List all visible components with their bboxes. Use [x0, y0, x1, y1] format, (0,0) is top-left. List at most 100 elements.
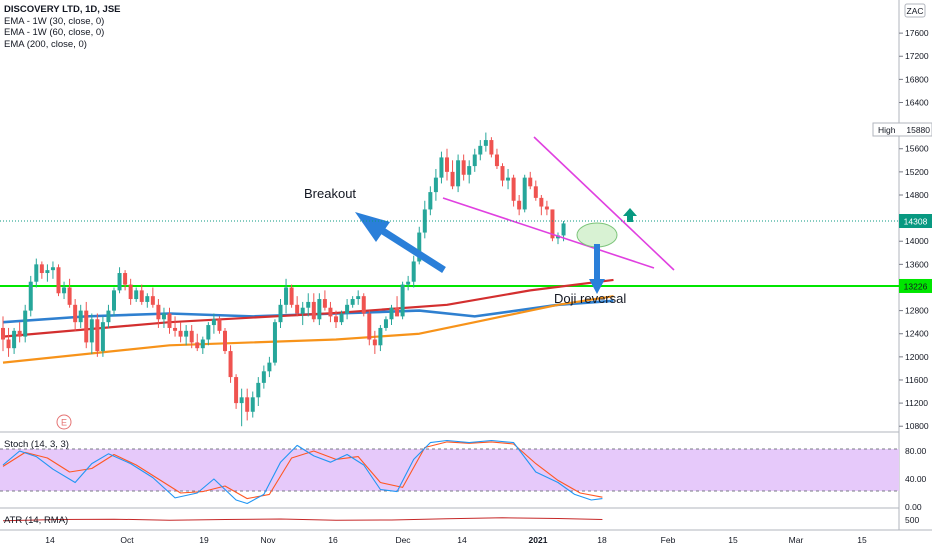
last-price-tag: 14308 — [0, 214, 932, 228]
candle-body — [28, 281, 33, 311]
price-tick-label: 16400 — [905, 97, 929, 107]
time-axis[interactable]: 14 Oct 19 Nov 16 Dec 14 2021 18 Feb 15 Mar 15 — [45, 535, 867, 545]
candle-body — [56, 267, 61, 294]
up-arrow-icon[interactable] — [623, 208, 637, 222]
candle-body — [522, 177, 527, 210]
time-tick-label: 16 — [328, 535, 338, 545]
candle-body — [150, 296, 155, 305]
ema-lines — [2, 278, 614, 364]
currency-label: ZAC — [907, 6, 924, 16]
price-tick-label: 13600 — [905, 259, 929, 269]
candle-body — [78, 310, 83, 323]
stoch-d-line — [2, 441, 603, 500]
candle-body — [50, 267, 55, 271]
doji-highlight[interactable] — [576, 222, 618, 248]
candle-body — [528, 177, 533, 187]
candle-body — [550, 209, 555, 239]
candle-body — [400, 284, 405, 317]
candle-body — [89, 319, 94, 343]
price-tick-label: 12400 — [905, 329, 929, 339]
price-axis[interactable]: 1760017200168001640016000156001520014800… — [899, 28, 929, 431]
chart-legend: DISCOVERY LTD, 1D, JSE EMA - 1W (30, clo… — [4, 4, 121, 50]
candle-body — [6, 339, 11, 349]
candle-body — [161, 313, 166, 320]
ema60-line — [2, 295, 614, 364]
price-tick-label: 14000 — [905, 236, 929, 246]
support-price-tag: 13226 — [899, 278, 932, 293]
candle-body — [17, 330, 22, 337]
candle-body — [389, 307, 394, 320]
price-tick-label: 10800 — [905, 421, 929, 431]
price-tick-label: 17600 — [905, 28, 929, 38]
candle-body — [383, 319, 388, 328]
candle-body — [506, 177, 511, 181]
candle-body — [178, 330, 183, 337]
stoch-label[interactable]: Stoch (14, 3, 3) — [4, 439, 69, 450]
candle-body — [339, 313, 344, 323]
atr-label[interactable]: ATR (14, RMA) — [4, 515, 69, 526]
grid — [0, 0, 932, 531]
breakout-text: Breakout — [304, 186, 356, 201]
candle-body — [73, 304, 78, 323]
candle-body — [167, 313, 172, 328]
candle-body — [350, 299, 355, 305]
candle-body — [206, 325, 211, 340]
stoch-axis: 80.00 40.00 0.00 — [905, 446, 927, 512]
candle-body — [472, 154, 477, 167]
time-tick-label: 15 — [857, 535, 867, 545]
candle-body — [217, 319, 222, 331]
price-tick-label: 12000 — [905, 352, 929, 362]
currency-badge: ZAC — [904, 3, 926, 18]
candle-body — [345, 304, 350, 314]
candle-body — [433, 177, 438, 193]
candle-body — [12, 330, 17, 349]
candle-body — [250, 397, 255, 412]
candle-body — [39, 264, 44, 274]
candle-body — [295, 304, 300, 314]
symbol-title[interactable]: DISCOVERY LTD, 1D, JSE — [4, 4, 121, 15]
doji-down-arrow[interactable] — [589, 244, 605, 294]
candle-body — [422, 209, 427, 233]
time-tick-label: 18 — [597, 535, 607, 545]
candle-body — [322, 299, 327, 308]
candle-body — [361, 296, 366, 314]
stochastic-lines — [2, 439, 603, 505]
candle-body — [428, 192, 433, 210]
candle-body — [112, 290, 116, 311]
breakout-arrow[interactable] — [355, 212, 446, 273]
time-tick-label: Oct — [120, 535, 134, 545]
candle-body — [461, 160, 466, 175]
candle-body — [45, 270, 50, 274]
stoch-k-line — [2, 439, 603, 505]
candle-body — [195, 342, 200, 349]
price-tick-label: 11600 — [905, 375, 928, 385]
candle-body — [256, 382, 261, 398]
candle-body — [411, 261, 416, 282]
candle-body — [106, 310, 111, 323]
candle-body — [245, 397, 250, 412]
earnings-marker[interactable]: E — [56, 414, 72, 430]
candle-body — [378, 327, 383, 346]
price-tick-label: 12800 — [905, 306, 929, 316]
candle-body — [95, 319, 100, 352]
candle-body — [544, 206, 549, 210]
candle-body — [34, 264, 39, 282]
candle-body — [417, 232, 422, 262]
stoch-tick-label: 40.00 — [905, 474, 927, 484]
candle-body — [228, 351, 233, 378]
wedge-upper-line — [533, 136, 675, 271]
time-tick-label: Feb — [661, 535, 676, 545]
candle-body — [289, 287, 294, 305]
falling-wedge[interactable] — [442, 136, 675, 271]
study-ema60[interactable]: EMA - 1W (60, close, 0) — [4, 27, 105, 38]
stoch-tick-label: 0.00 — [905, 502, 922, 512]
candle-body — [128, 284, 133, 300]
candle-body — [62, 287, 67, 294]
atr-tick-label: 500 — [905, 515, 919, 525]
study-ema200[interactable]: EMA (200, close, 0) — [4, 38, 87, 50]
candle-body — [117, 273, 122, 291]
study-ema30[interactable]: EMA - 1W (30, close, 0) — [4, 15, 105, 27]
candle-body — [211, 319, 216, 326]
candles — [1, 132, 566, 427]
